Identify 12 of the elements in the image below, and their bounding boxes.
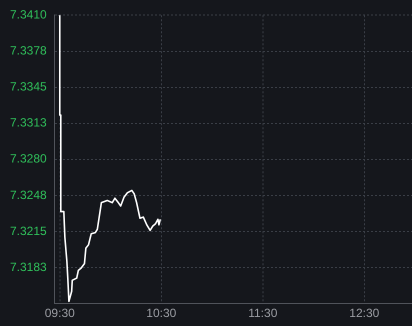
y-tick-label: 7.3410 xyxy=(10,8,48,22)
y-tick-label: 7.3345 xyxy=(10,80,48,94)
x-tick-label: 09:30 xyxy=(44,306,76,320)
y-tick-label: 7.3183 xyxy=(10,260,48,274)
y-tick-label: 7.3378 xyxy=(10,44,48,58)
x-tick-label: 12:30 xyxy=(349,306,380,320)
y-tick-label: 7.3280 xyxy=(10,152,48,166)
x-tick-label: 11:30 xyxy=(248,306,278,320)
y-tick-label: 7.3215 xyxy=(10,224,48,238)
x-tick-label: 10:30 xyxy=(146,306,177,320)
y-tick-label: 7.3313 xyxy=(10,116,48,130)
y-tick-label: 7.3248 xyxy=(10,188,48,202)
